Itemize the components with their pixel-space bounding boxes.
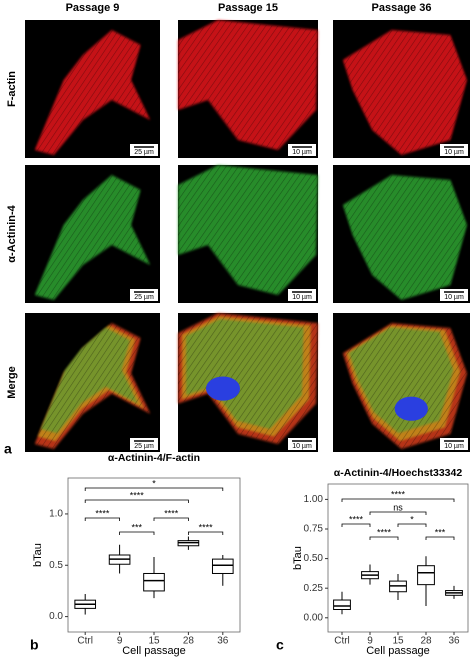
y-axis-label: bTau <box>292 546 304 570</box>
significance-bracket <box>341 523 371 527</box>
x-tick-label: 9 <box>117 636 123 647</box>
column-header: Passage 36 <box>372 2 432 14</box>
x-tick-label: 36 <box>448 636 460 647</box>
cell-fibers <box>34 323 151 449</box>
x-axis-label: Cell passage <box>122 645 186 657</box>
cell-fibers <box>342 30 468 155</box>
cell <box>178 313 318 444</box>
significance-bracket <box>153 517 189 521</box>
scale-bar-label: 10 µm <box>444 294 464 301</box>
chart-title: α-Actinin-4/F-actin <box>108 452 200 464</box>
significance-bracket <box>369 511 427 515</box>
column-header: Passage 9 <box>66 2 120 14</box>
scale-bar-label: 10 µm <box>444 443 464 450</box>
y-tick-label: 0.25 <box>304 583 324 594</box>
x-tick-label: 15 <box>148 636 160 647</box>
cell-fibers <box>342 323 468 449</box>
significance-label: **** <box>130 490 145 500</box>
significance-label: * <box>152 478 156 488</box>
box <box>143 572 165 592</box>
scale-bar-label: 10 µm <box>292 294 312 301</box>
significance-label: **** <box>199 522 214 532</box>
significance-bracket <box>84 517 120 521</box>
box <box>211 558 234 574</box>
significance-label: **** <box>349 514 364 524</box>
significance-bracket <box>188 531 224 535</box>
cell <box>34 323 151 449</box>
cell <box>178 165 318 295</box>
y-tick-label: 1.00 <box>304 494 324 505</box>
scale-bar-label: 25 µm <box>134 294 154 301</box>
significance-bracket <box>341 498 455 502</box>
significance-bracket <box>425 536 455 540</box>
y-tick-label: 0.0 <box>49 611 63 622</box>
cell-fibers <box>342 175 468 300</box>
cell <box>342 323 468 449</box>
scale-bar-label: 10 µm <box>292 443 312 450</box>
y-tick-label: 1.0 <box>49 509 63 520</box>
cell-fibers <box>178 165 318 295</box>
scale-bar-label: 10 µm <box>444 149 464 156</box>
panel-label: b <box>30 637 39 653</box>
nucleus <box>394 396 428 421</box>
y-tick-label: 0.50 <box>304 553 324 564</box>
y-axis-label: bTau <box>32 543 44 567</box>
significance-bracket <box>84 487 224 491</box>
significance-label: *** <box>132 522 143 532</box>
row-label: α-Actinin-4 <box>6 204 18 262</box>
column-header: Passage 15 <box>218 2 278 14</box>
significance-bracket <box>119 531 155 535</box>
box <box>333 599 351 611</box>
significance-label: **** <box>391 489 406 499</box>
scale-bar-label: 25 µm <box>134 149 154 156</box>
x-tick-label: 28 <box>420 636 432 647</box>
cell <box>178 20 318 150</box>
cell <box>342 175 468 300</box>
panel-label: a <box>4 441 12 457</box>
x-tick-label: Ctrl <box>77 636 93 647</box>
row-label: F-actin <box>6 71 18 107</box>
cell-fibers <box>34 175 151 300</box>
significance-bracket <box>84 499 189 503</box>
x-tick-label: 9 <box>367 636 373 647</box>
row-label: Merge <box>6 366 18 398</box>
x-tick-label: 15 <box>392 636 404 647</box>
cell-fibers <box>34 30 151 155</box>
y-tick-label: 0.5 <box>49 560 63 571</box>
scale-bar-label: 10 µm <box>292 149 312 156</box>
significance-bracket <box>369 536 399 540</box>
nucleus <box>206 376 240 401</box>
x-tick-label: 36 <box>217 636 229 647</box>
x-axis-label: Cell passage <box>366 645 430 657</box>
cell-fibers <box>178 20 318 150</box>
y-tick-label: 0.75 <box>304 524 324 535</box>
x-tick-label: 28 <box>183 636 195 647</box>
micrograph-panel: Passage 9 Passage 15 Passage 36 F-actin 25 µ… <box>6 2 470 452</box>
scale-bar-label: 25 µm <box>134 443 154 450</box>
cell-fibers <box>178 313 318 444</box>
x-tick-label: Ctrl <box>334 636 350 647</box>
significance-label: * <box>410 514 414 524</box>
y-tick-label: 0.00 <box>304 612 324 623</box>
cell <box>34 30 151 155</box>
panel-label: c <box>276 637 284 653</box>
chart-title: α-Actinin-4/Hoechst33342 <box>334 467 463 479</box>
significance-label: *** <box>435 527 446 537</box>
significance-bracket <box>397 523 427 527</box>
box <box>417 565 435 586</box>
significance-label: **** <box>164 508 179 518</box>
significance-label: **** <box>95 508 110 518</box>
cell <box>342 30 468 155</box>
significance-label: **** <box>377 527 392 537</box>
plot-frame <box>67 477 241 633</box>
cell <box>34 175 151 300</box>
significance-label: ns <box>393 502 403 512</box>
